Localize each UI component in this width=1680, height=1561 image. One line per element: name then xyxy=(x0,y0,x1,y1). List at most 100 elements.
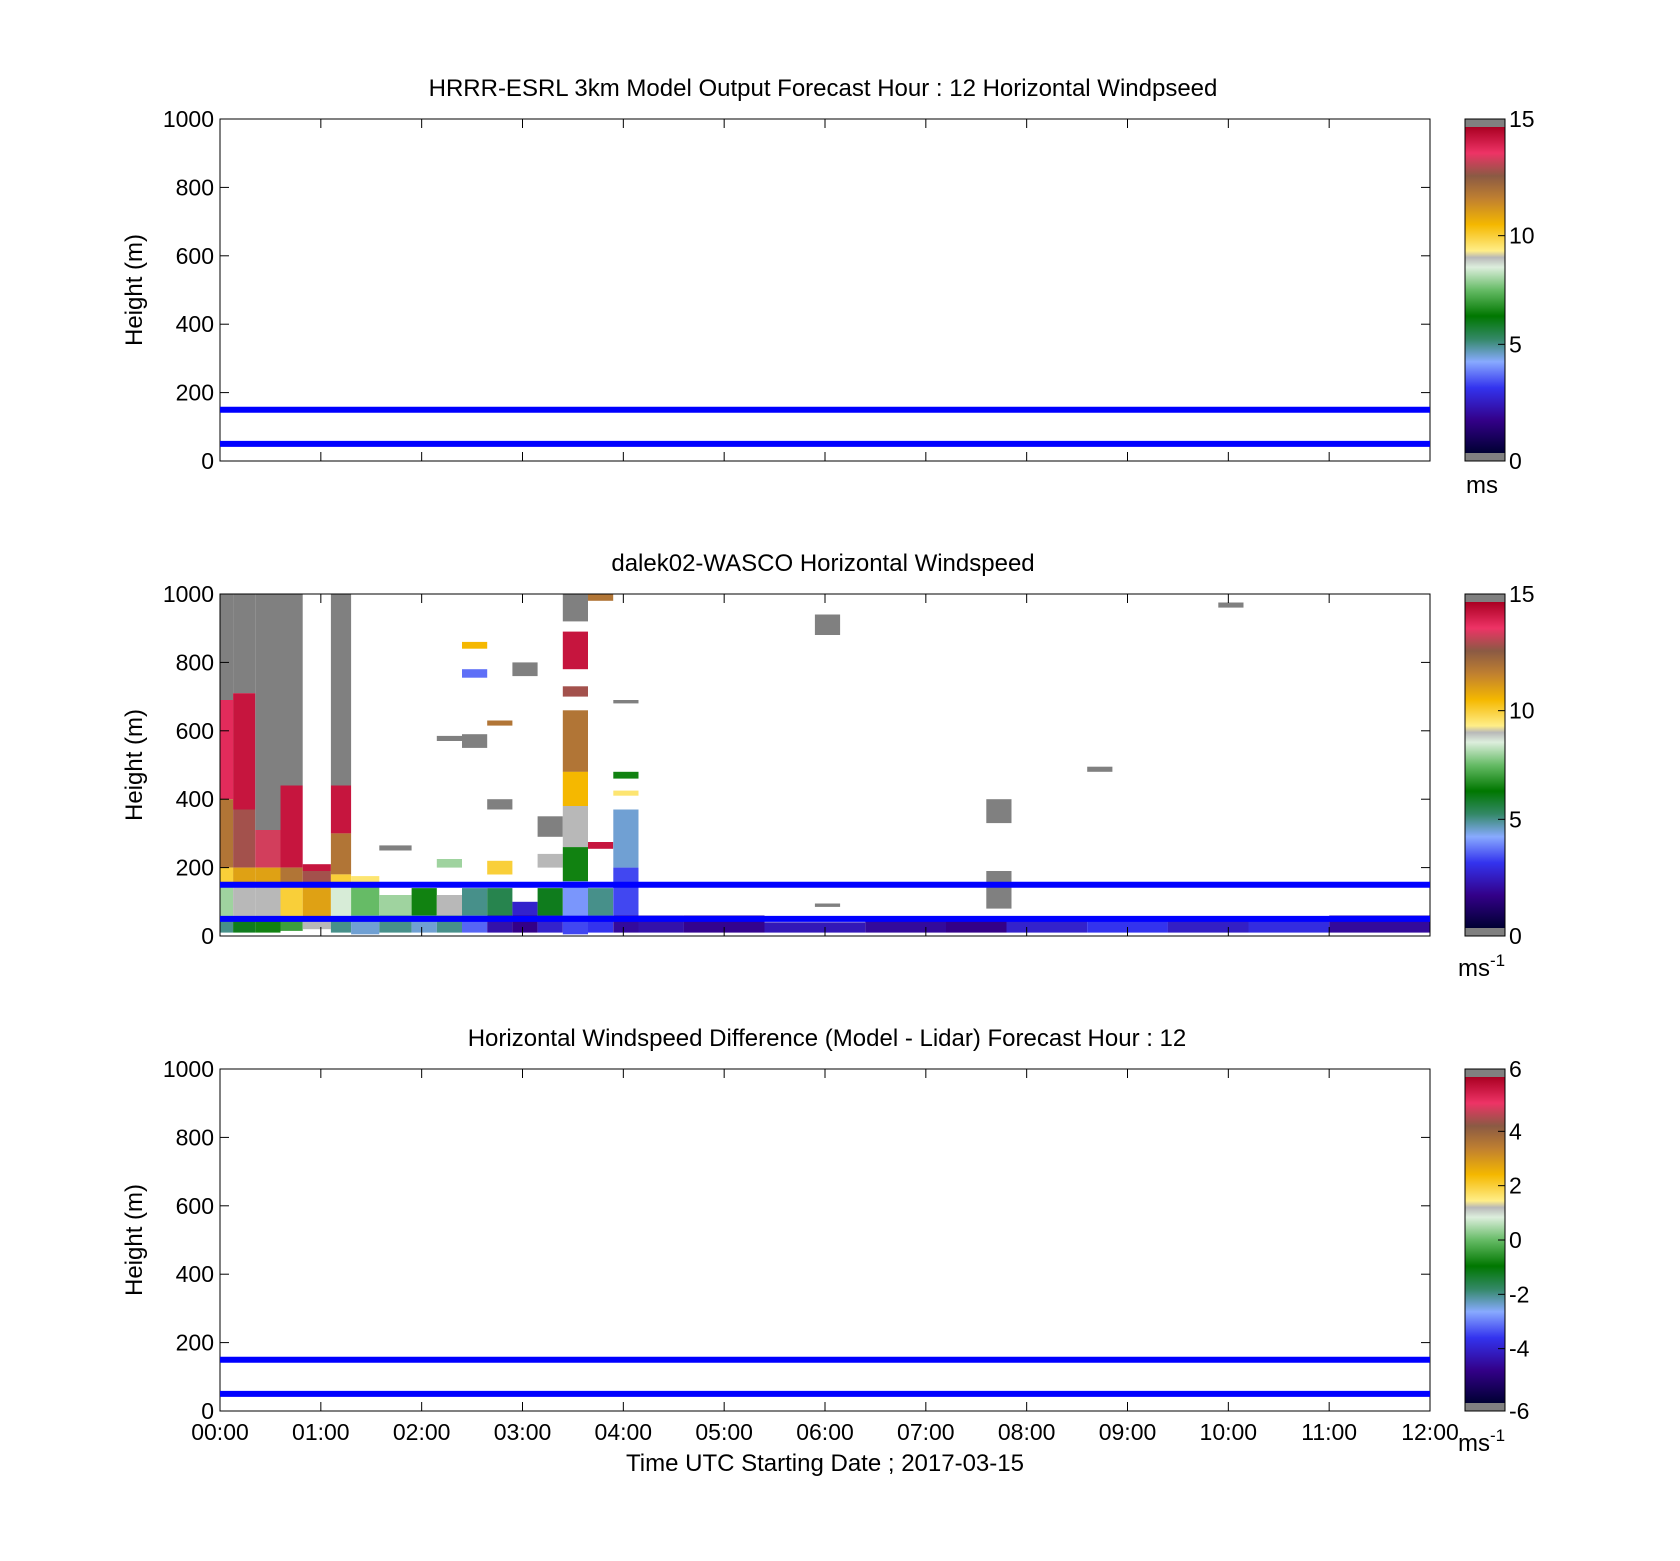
colorbar-unit-sup: -1 xyxy=(1490,951,1505,970)
y-tick-label: 200 xyxy=(176,1330,214,1356)
y-tick-label: 800 xyxy=(176,1124,214,1150)
y-tick-label: 0 xyxy=(201,448,214,474)
heatmap-cell xyxy=(280,785,303,868)
heatmap-cell xyxy=(255,830,281,868)
heatmap-cell xyxy=(280,867,303,885)
y-tick-label: 600 xyxy=(176,1193,214,1219)
heatmap-cell xyxy=(302,918,331,930)
x-tick-label: 06:00 xyxy=(796,1419,854,1445)
x-tick-label: 04:00 xyxy=(595,1419,653,1445)
heatmap-cell xyxy=(233,884,256,919)
heatmap-cell xyxy=(379,845,412,851)
heatmap-cell xyxy=(330,884,352,919)
x-tick-label: 02:00 xyxy=(393,1419,451,1445)
colorbar-gradient xyxy=(1465,602,1505,928)
colorbar-under xyxy=(1465,453,1505,461)
heatmap-cell xyxy=(512,662,538,677)
heatmap-cell xyxy=(588,888,614,916)
heatmap-cell xyxy=(512,901,538,916)
heatmap-cell xyxy=(562,594,588,622)
heatmap-cell xyxy=(1248,918,1330,933)
heatmap-cell xyxy=(255,867,281,885)
colorbar-over xyxy=(1465,594,1505,602)
heatmap-cell xyxy=(986,871,1012,909)
heatmap-cell xyxy=(1006,920,1088,933)
y-tick-label: 400 xyxy=(176,311,214,337)
heatmap-cell xyxy=(255,594,281,830)
heatmap-cell xyxy=(330,918,352,933)
heatmap-cell xyxy=(562,631,588,670)
y-tick-label: 0 xyxy=(201,1398,214,1424)
y-tick-label: 1000 xyxy=(163,581,214,607)
heatmap-cell xyxy=(233,918,256,933)
colorbar-ticks: 0 5 10 15 xyxy=(1498,106,1535,474)
heatmap-cell xyxy=(986,799,1012,824)
heatmap-cell xyxy=(588,594,614,601)
heatmap-cell xyxy=(487,888,513,916)
colorbar-tick-label: 2 xyxy=(1509,1173,1522,1199)
heatmap-cell xyxy=(220,799,234,868)
heatmap-cell xyxy=(462,669,488,678)
colorbar-unit: ms-1 xyxy=(1458,951,1505,982)
heatmap-cell xyxy=(220,884,234,919)
colorbar-tick-label: 5 xyxy=(1509,331,1522,357)
colorbar-tick-label: 0 xyxy=(1509,448,1522,474)
heatmap-cell xyxy=(220,594,234,700)
colorbar-tick-label: 5 xyxy=(1509,806,1522,832)
heatmap-cell xyxy=(379,895,412,916)
colorbar-unit-text: ms xyxy=(1458,1430,1490,1457)
heatmap-cell xyxy=(764,922,866,933)
heatmap-cell xyxy=(613,771,639,779)
heatmap-cell xyxy=(562,806,588,847)
heatmap-cell xyxy=(537,853,563,868)
x-tick-label: 05:00 xyxy=(695,1419,753,1445)
heatmap-cell xyxy=(462,641,488,649)
colorbar-tick-label: 10 xyxy=(1509,223,1535,249)
heatmap-cell xyxy=(255,884,281,919)
colorbar-gradient xyxy=(1465,127,1505,453)
panel-lidar: dalek02-WASCO Horizontal Windspeed 0 200 4… xyxy=(121,550,1535,982)
colorbar-tick-label: 4 xyxy=(1509,1118,1522,1144)
y-tick-label: 600 xyxy=(176,718,214,744)
heatmap-cell xyxy=(330,594,352,786)
colorbar-tick-label: -4 xyxy=(1509,1336,1530,1362)
heatmap-cell xyxy=(562,686,588,697)
heatmap-cell xyxy=(487,799,513,810)
x-tick-label: 08:00 xyxy=(998,1419,1056,1445)
x-tick-label: 01:00 xyxy=(292,1419,350,1445)
x-tick-label: 03:00 xyxy=(494,1419,552,1445)
heatmap-cell xyxy=(302,864,331,871)
heatmap-cell xyxy=(537,816,563,837)
colorbar-over xyxy=(1465,1069,1505,1077)
panel-difference-ylabel: Height (m) xyxy=(121,1184,148,1296)
heatmap-cell xyxy=(562,710,588,772)
panel-difference-title: Horizontal Windspeed Difference (Model -… xyxy=(468,1025,1187,1052)
heatmap-cell xyxy=(220,700,234,800)
x-tick-label: 07:00 xyxy=(897,1419,955,1445)
heatmap-cell xyxy=(487,720,513,726)
heatmap-cell xyxy=(1218,602,1244,608)
heatmap-cell xyxy=(220,867,234,885)
heatmap-cell xyxy=(1087,918,1168,933)
y-tick-label: 1000 xyxy=(163,106,214,132)
heatmap-cell xyxy=(255,918,281,933)
colorbar-unit: ms-1 xyxy=(1458,1426,1505,1457)
heatmap-cell xyxy=(562,847,588,882)
colorbar-unit: ms xyxy=(1466,472,1498,499)
colorbar-over xyxy=(1465,119,1505,127)
x-axis-label: Time UTC Starting Date ; 2017-03-15 xyxy=(626,1450,1024,1477)
heatmap-cell xyxy=(613,790,639,796)
heatmap-cell xyxy=(537,888,563,916)
heatmap-cell xyxy=(436,735,462,741)
panel-model-colorbar: 0 5 10 15 ms xyxy=(1464,106,1535,499)
y-tick-label: 200 xyxy=(176,380,214,406)
heatmap-cell xyxy=(280,884,303,919)
heatmap-cell xyxy=(814,903,841,907)
colorbar-tick-label: 15 xyxy=(1509,106,1535,132)
heatmap-cell xyxy=(302,884,331,919)
heatmap-cell xyxy=(588,842,614,849)
panel-model-ticks: 0 200 400 600 800 1000 xyxy=(163,106,1431,474)
x-tick-label: 10:00 xyxy=(1200,1419,1258,1445)
panel-model: HRRR-ESRL 3km Model Output Forecast Hour… xyxy=(121,75,1535,499)
